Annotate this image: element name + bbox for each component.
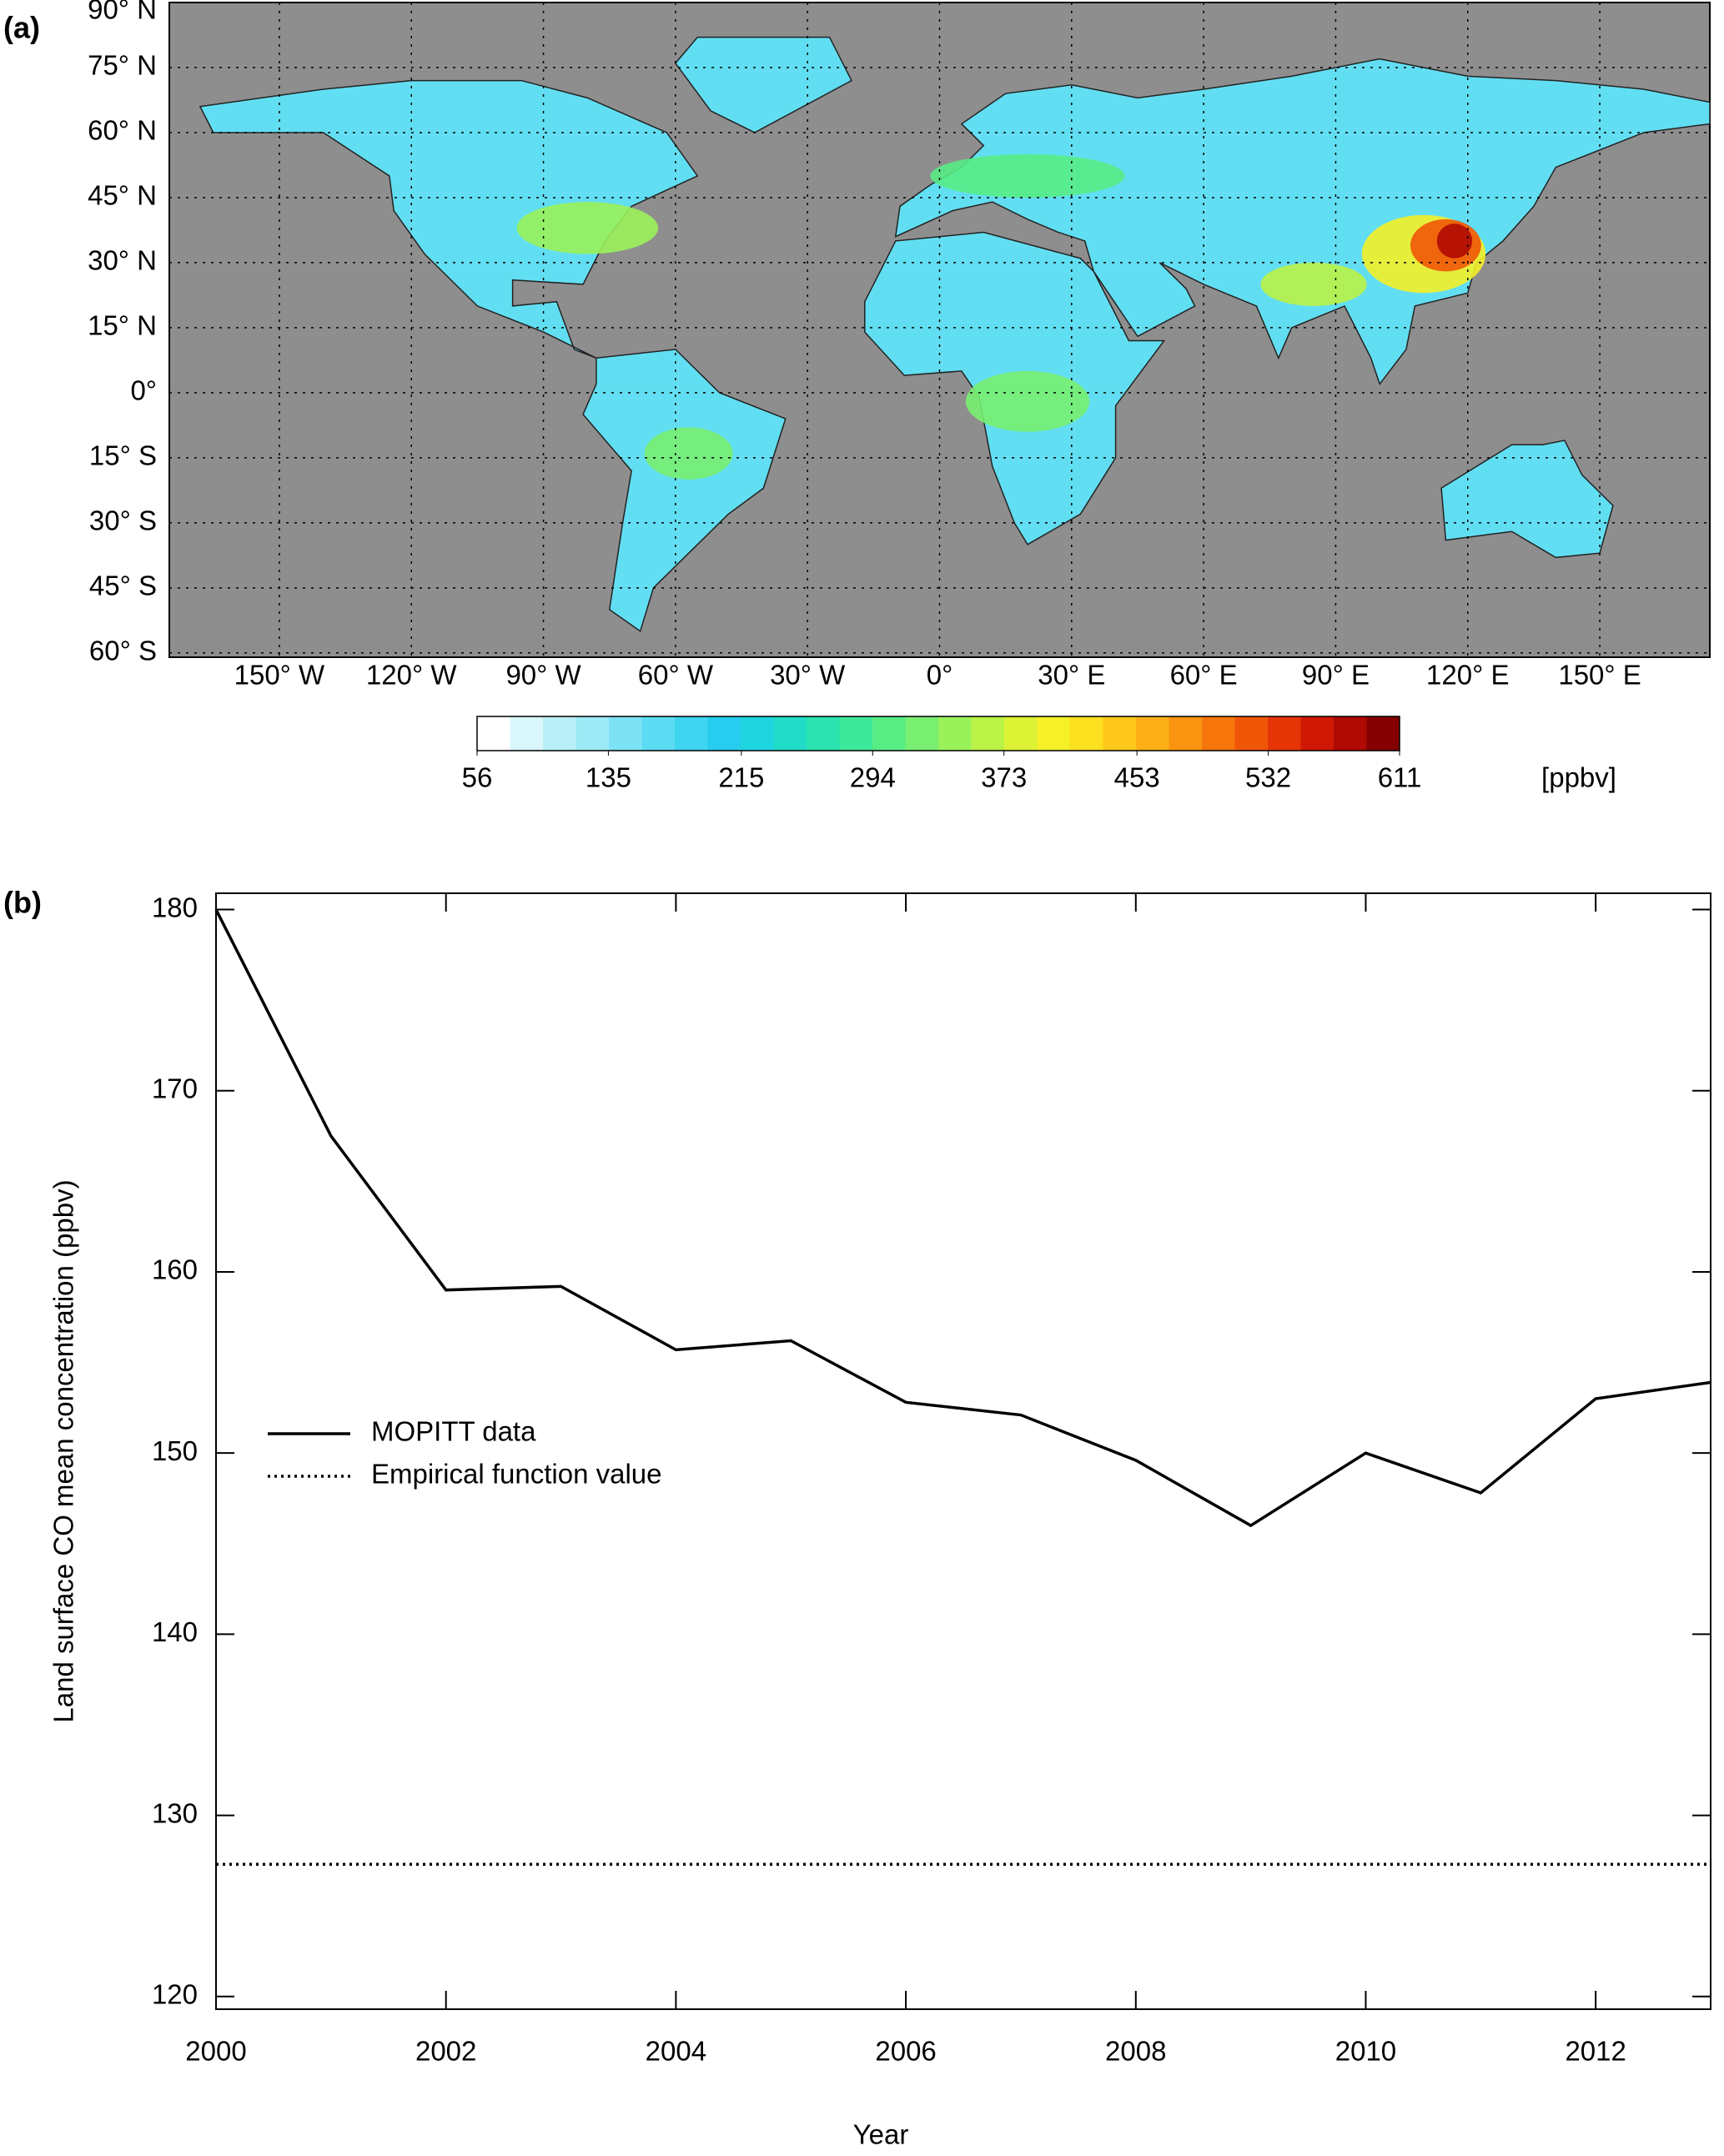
y-tick-label: 170 (152, 1073, 198, 1103)
colorbar-tick-label: 135 (586, 762, 631, 793)
x-tick-label: 60° W (638, 660, 714, 691)
emission-spot (930, 153, 1125, 198)
y-tick-label: 45° S (89, 570, 157, 601)
plot-frame (215, 892, 1711, 2010)
x-tick-label: 2010 (1335, 2036, 1396, 2067)
colorbar-cell (609, 716, 642, 751)
colorbar-cell (1268, 716, 1301, 751)
colorbar-cell (1234, 716, 1269, 751)
colorbar-unit: [ppbv] (1541, 762, 1616, 793)
x-tick-label: 2008 (1105, 2036, 1166, 2067)
x-tick-label: 120° W (366, 660, 457, 691)
y-tick-label: 160 (152, 1254, 198, 1285)
x-tick-label: 30° E (1038, 660, 1105, 691)
panel-label: (a) (3, 11, 40, 45)
panel-label: (b) (3, 886, 42, 920)
y-tick-label: 60° N (88, 115, 157, 146)
colorbar-cell (741, 716, 774, 751)
colorbar-cell (971, 716, 1005, 751)
emission-spot (1260, 262, 1367, 306)
x-tick-label: 150° W (234, 660, 325, 691)
colorbar-cell (773, 716, 807, 751)
x-tick-label: 2004 (646, 2036, 706, 2067)
y-tick-label: 30° S (89, 505, 157, 536)
colorbar-cell (938, 716, 972, 751)
x-tick-label: 60° E (1170, 660, 1238, 691)
x-tick-label: 2012 (1565, 2036, 1626, 2067)
x-tick-label: 2002 (415, 2036, 476, 2067)
colorbar-cell (1103, 716, 1137, 751)
y-tick-label: 30° N (88, 245, 157, 276)
x-tick-label: 150° E (1558, 660, 1641, 691)
colorbar-cell (1004, 716, 1038, 751)
colorbar-cell (807, 716, 840, 751)
y-axis-label: Land surface CO mean concentration (ppbv… (48, 1179, 79, 1722)
x-tick-label: 120° E (1426, 660, 1509, 691)
y-tick-label: 0° (130, 375, 157, 406)
colorbar-tick-label: 373 (981, 762, 1027, 793)
x-axis-label: Year (853, 2119, 909, 2150)
colorbar-cell (905, 716, 939, 751)
colorbar-cell (1334, 716, 1367, 751)
y-tick-label: 15° N (88, 310, 157, 341)
colorbar-cell (1136, 716, 1169, 751)
y-tick-label: 45° N (88, 180, 157, 211)
x-tick-label: 0° (927, 660, 953, 691)
emission-spot (965, 370, 1090, 432)
colorbar-cell (839, 716, 873, 751)
colorbar-cell (1202, 716, 1235, 751)
x-tick-label: 30° W (770, 660, 846, 691)
y-tick-label: 90° N (88, 0, 157, 25)
colorbar-tick-label: 453 (1114, 762, 1160, 793)
colorbar-tick-label: 611 (1378, 762, 1422, 793)
colorbar-frame (476, 716, 1400, 751)
colorbar-cell (576, 716, 610, 751)
y-tick-label: 120 (152, 1979, 198, 2010)
y-tick-label: 130 (152, 1797, 198, 1828)
y-tick-label: 150 (152, 1435, 198, 1466)
colorbar-cell (1169, 716, 1203, 751)
y-tick-label: 15° S (89, 440, 157, 471)
y-tick-label: 75° N (88, 50, 157, 81)
colorbar-tick-label: 56 (462, 762, 493, 793)
colorbar-cell (1070, 716, 1103, 751)
x-tick-label: 90° W (505, 660, 581, 691)
land (199, 36, 1711, 633)
x-tick-label: 2000 (185, 2036, 246, 2067)
land-area (199, 79, 699, 359)
colorbar-tick-label: 215 (718, 762, 764, 793)
colorbar-tick-label: 532 (1245, 762, 1291, 793)
emission-spot (516, 202, 659, 254)
emission-spot (1436, 224, 1473, 259)
x-tick-label: 90° E (1302, 660, 1370, 691)
series-line (214, 908, 1711, 1528)
colorbar-cell (707, 716, 741, 751)
colorbar-cell (641, 716, 676, 751)
emission-spot (644, 427, 733, 480)
colorbar-tick-label: 294 (850, 762, 896, 793)
y-tick-label: 140 (152, 1616, 198, 1647)
colorbar-cell (510, 716, 544, 751)
y-tick-label: 180 (152, 892, 198, 922)
legend-label: Empirical function value (371, 1459, 662, 1490)
land-area (1440, 440, 1614, 559)
y-tick-label: 60° S (89, 636, 157, 666)
colorbar-cell (477, 716, 510, 751)
colorbar-cell (872, 716, 906, 751)
colorbar-cell (675, 716, 708, 751)
x-tick-label: 2006 (875, 2036, 936, 2067)
colorbar-cell (1366, 716, 1400, 751)
colorbar-cell (1300, 716, 1334, 751)
colorbar-cell (543, 716, 576, 751)
colorbar-cell (1037, 716, 1071, 751)
legend-label: MOPITT data (371, 1416, 536, 1447)
